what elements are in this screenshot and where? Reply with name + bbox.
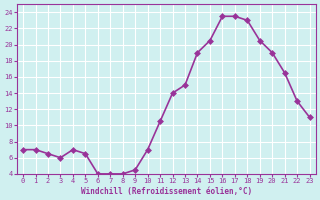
X-axis label: Windchill (Refroidissement éolien,°C): Windchill (Refroidissement éolien,°C) [81,187,252,196]
